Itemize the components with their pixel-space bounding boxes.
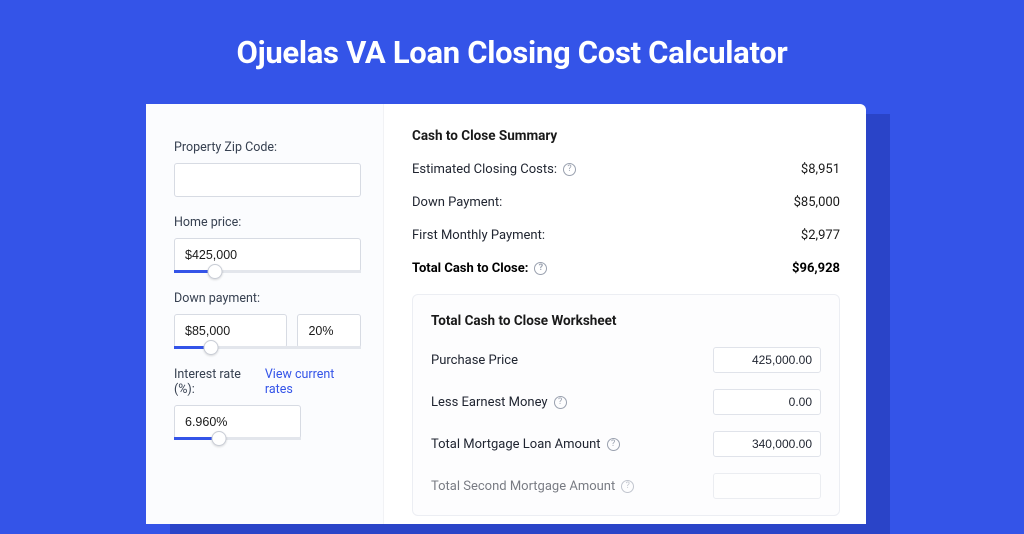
worksheet-input[interactable] [713, 389, 821, 415]
home-price-input[interactable] [174, 238, 361, 272]
summary-label: Down Payment: [412, 195, 502, 210]
help-icon[interactable]: ? [607, 438, 620, 451]
summary-label: Estimated Closing Costs: [412, 162, 557, 177]
worksheet-label: Purchase Price [431, 353, 518, 368]
help-icon[interactable]: ? [563, 163, 576, 176]
down-payment-pct-input[interactable] [297, 314, 361, 348]
zip-label: Property Zip Code: [174, 140, 361, 155]
summary-value: $8,951 [801, 162, 840, 177]
summary-total-label: Total Cash to Close: [412, 261, 528, 276]
worksheet-label: Total Second Mortgage Amount [431, 479, 615, 494]
interest-label: Interest rate (%): [174, 367, 261, 397]
zip-input[interactable] [174, 163, 361, 197]
zip-field-group: Property Zip Code: [174, 140, 361, 197]
summary-title: Cash to Close Summary [412, 128, 840, 144]
view-rates-link[interactable]: View current rates [265, 367, 361, 397]
home-price-group: Home price: [174, 215, 361, 273]
down-payment-label: Down payment: [174, 291, 361, 306]
help-icon[interactable]: ? [554, 396, 567, 409]
help-icon[interactable]: ? [621, 480, 634, 493]
interest-rate-input[interactable] [174, 405, 301, 439]
summary-value: $85,000 [794, 195, 840, 210]
interest-rate-group: Interest rate (%): View current rates [174, 367, 361, 440]
summary-value: $2,977 [801, 228, 840, 243]
summary-total-value: $96,928 [792, 261, 840, 276]
worksheet-panel: Total Cash to Close Worksheet Purchase P… [412, 294, 840, 516]
worksheet-label: Total Mortgage Loan Amount [431, 437, 601, 452]
down-payment-group: Down payment: [174, 291, 361, 349]
worksheet-input[interactable] [713, 347, 821, 373]
down-payment-slider[interactable] [174, 346, 361, 349]
worksheet-input[interactable] [713, 431, 821, 457]
worksheet-title: Total Cash to Close Worksheet [431, 313, 821, 329]
worksheet-label: Less Earnest Money [431, 395, 548, 410]
worksheet-row: Less Earnest Money ? [431, 389, 821, 415]
worksheet-row: Purchase Price [431, 347, 821, 373]
summary-label: First Monthly Payment: [412, 228, 545, 243]
help-icon[interactable]: ? [534, 262, 547, 275]
page-title: Ojuelas VA Loan Closing Cost Calculator [0, 0, 1024, 99]
summary-row: Estimated Closing Costs: ? $8,951 [412, 162, 840, 177]
worksheet-input[interactable] [713, 473, 821, 499]
summary-row: Down Payment: $85,000 [412, 195, 840, 210]
summary-total-row: Total Cash to Close: ? $96,928 [412, 261, 840, 276]
summary-row: First Monthly Payment: $2,977 [412, 228, 840, 243]
down-payment-input[interactable] [174, 314, 287, 348]
home-price-label: Home price: [174, 215, 361, 230]
interest-rate-slider[interactable] [174, 437, 301, 440]
calculator-card: Property Zip Code: Home price: Down paym… [146, 104, 866, 524]
worksheet-row: Total Mortgage Loan Amount ? [431, 431, 821, 457]
worksheet-row: Total Second Mortgage Amount ? [431, 473, 821, 499]
summary-column: Cash to Close Summary Estimated Closing … [384, 104, 866, 524]
home-price-slider[interactable] [174, 270, 361, 273]
inputs-column: Property Zip Code: Home price: Down paym… [146, 104, 384, 524]
